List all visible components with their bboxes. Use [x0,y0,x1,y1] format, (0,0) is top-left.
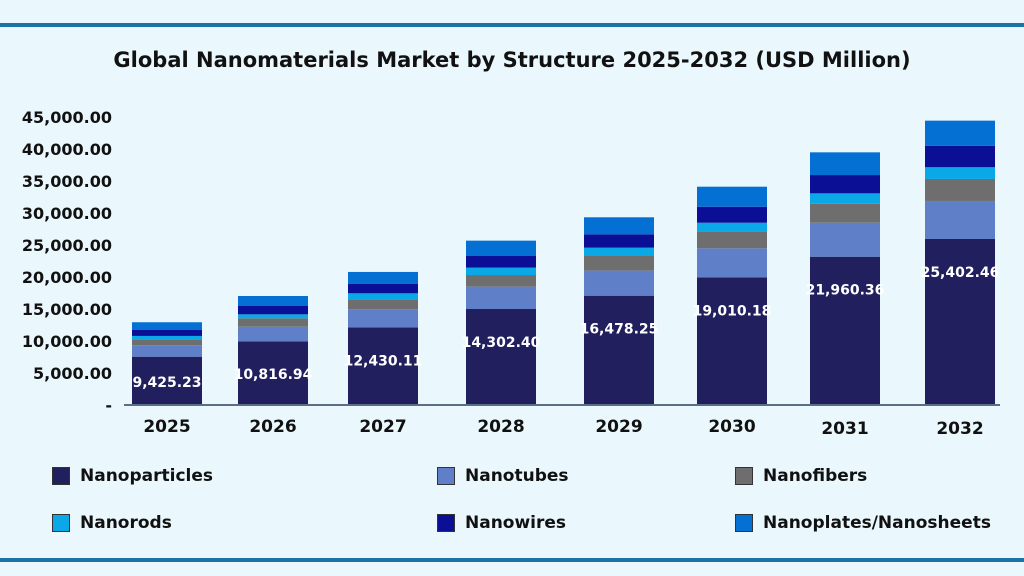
x-tick-label: 2027 [359,417,406,437]
x-tick-label: 2031 [821,419,868,439]
bar-segment-nanorods-2029 [584,247,654,257]
bar-segment-nanoplates-nanosheets-2028 [466,240,536,257]
bar-segment-nanowires-2025 [132,329,202,336]
bar-segment-nanofibers-2029 [584,256,654,271]
legend-swatch [437,514,455,532]
bar-segment-nanoparticles-2030 [697,277,767,405]
bar-segment-nanoparticles-2026 [238,341,308,405]
bar-segment-nanowires-2030 [697,206,767,223]
bar-segment-nanoplates-nanosheets-2027 [348,271,418,284]
bar-segment-nanorods-2028 [466,267,536,276]
legend-label: Nanorods [80,513,172,533]
data-label: 16,478.25 [580,322,659,338]
bar-segment-nanotubes-2026 [238,326,308,342]
bar-segment-nanowires-2032 [925,145,995,168]
data-label: 12,430.11 [344,353,423,369]
bar-segment-nanoparticles-2028 [466,309,536,405]
legend-item: Nanowires [437,513,566,533]
bar-segment-nanoplates-nanosheets-2032 [925,120,995,146]
y-tick-label: 40,000.00 [22,140,112,159]
bar-segment-nanorods-2031 [810,193,880,204]
legend-label: Nanoplates/Nanosheets [763,513,991,533]
y-tick-label: 20,000.00 [22,268,112,287]
y-tick-label: - [105,396,112,415]
bar-segment-nanofibers-2027 [348,299,418,310]
bar-segment-nanowires-2029 [584,234,654,248]
bar-segment-nanofibers-2032 [925,178,995,201]
data-label: 19,010.18 [693,303,772,319]
legend-item: Nanorods [52,513,172,533]
bar-segment-nanofibers-2026 [238,318,308,327]
legend-label: Nanofibers [763,466,868,486]
data-label: 25,402.46 [921,265,1000,281]
bottom-border [0,558,1024,562]
y-tick-label: 25,000.00 [22,236,112,255]
x-tick-label: 2026 [249,417,296,437]
bar-segment-nanotubes-2029 [584,270,654,296]
bar-segment-nanotubes-2027 [348,309,418,328]
y-tick-label: 10,000.00 [22,332,112,351]
bar-segment-nanotubes-2028 [466,286,536,309]
bar-segment-nanotubes-2031 [810,222,880,257]
bar-segment-nanofibers-2025 [132,339,202,346]
bar-segment-nanowires-2027 [348,283,418,294]
bar-segment-nanorods-2027 [348,293,418,300]
legend-swatch [52,514,70,532]
legend-swatch [735,467,753,485]
bar-segment-nanotubes-2032 [925,200,995,239]
x-tick-label: 2029 [595,417,642,437]
x-tick-label: 2028 [477,417,524,437]
y-tick-label: 15,000.00 [22,300,112,319]
bar-segment-nanoplates-nanosheets-2031 [810,152,880,176]
data-label: 21,960.36 [806,283,885,299]
bar-segment-nanoparticles-2027 [348,327,418,405]
bar-segment-nanoparticles-2032 [925,238,995,405]
chart-title: Global Nanomaterials Market by Structure… [113,48,911,72]
bar-segment-nanoparticles-2029 [584,295,654,405]
bar-segment-nanowires-2028 [466,256,536,268]
bar-segment-nanoplates-nanosheets-2029 [584,217,654,235]
bar-segment-nanorods-2025 [132,335,202,340]
legend-label: Nanotubes [465,466,569,486]
bar-segment-nanofibers-2028 [466,275,536,287]
legend-swatch [52,467,70,485]
top-border [0,23,1024,27]
bar-segment-nanoparticles-2025 [132,356,202,405]
bar-segment-nanofibers-2031 [810,203,880,223]
bar-segment-nanowires-2026 [238,305,308,315]
bar-segment-nanofibers-2030 [697,231,767,249]
bar-segment-nanorods-2030 [697,222,767,232]
legend-label: Nanowires [465,513,567,533]
legend-item: Nanoparticles [52,466,213,486]
x-tick-label: 2030 [708,417,755,437]
bar-segment-nanorods-2032 [925,167,995,179]
bar-segment-nanotubes-2025 [132,345,202,357]
y-tick-label: 45,000.00 [22,108,112,127]
legend-swatch [735,514,753,532]
bar-segment-nanotubes-2030 [697,248,767,278]
bar-segment-nanoplates-nanosheets-2026 [238,296,308,306]
legend-item: Nanofibers [735,466,867,486]
y-tick-label: 5,000.00 [33,364,112,383]
x-tick-label: 2032 [936,419,983,439]
y-tick-label: 30,000.00 [22,204,112,223]
legend-item: Nanotubes [437,466,569,486]
data-label: 14,302.40 [462,335,541,351]
legend-item: Nanoplates/Nanosheets [735,513,991,533]
data-label: 9,425.23 [132,375,201,391]
bar-segment-nanoplates-nanosheets-2025 [132,322,202,330]
bar-segment-nanoparticles-2031 [810,256,880,405]
y-tick-label: 35,000.00 [22,172,112,191]
data-label: 10,816.94 [234,367,313,383]
bar-segment-nanorods-2026 [238,314,308,319]
x-tick-label: 2025 [143,417,190,437]
legend-label: Nanoparticles [80,466,214,486]
bar-segment-nanowires-2031 [810,175,880,194]
legend-swatch [437,467,455,485]
bar-segment-nanoplates-nanosheets-2030 [697,186,767,207]
